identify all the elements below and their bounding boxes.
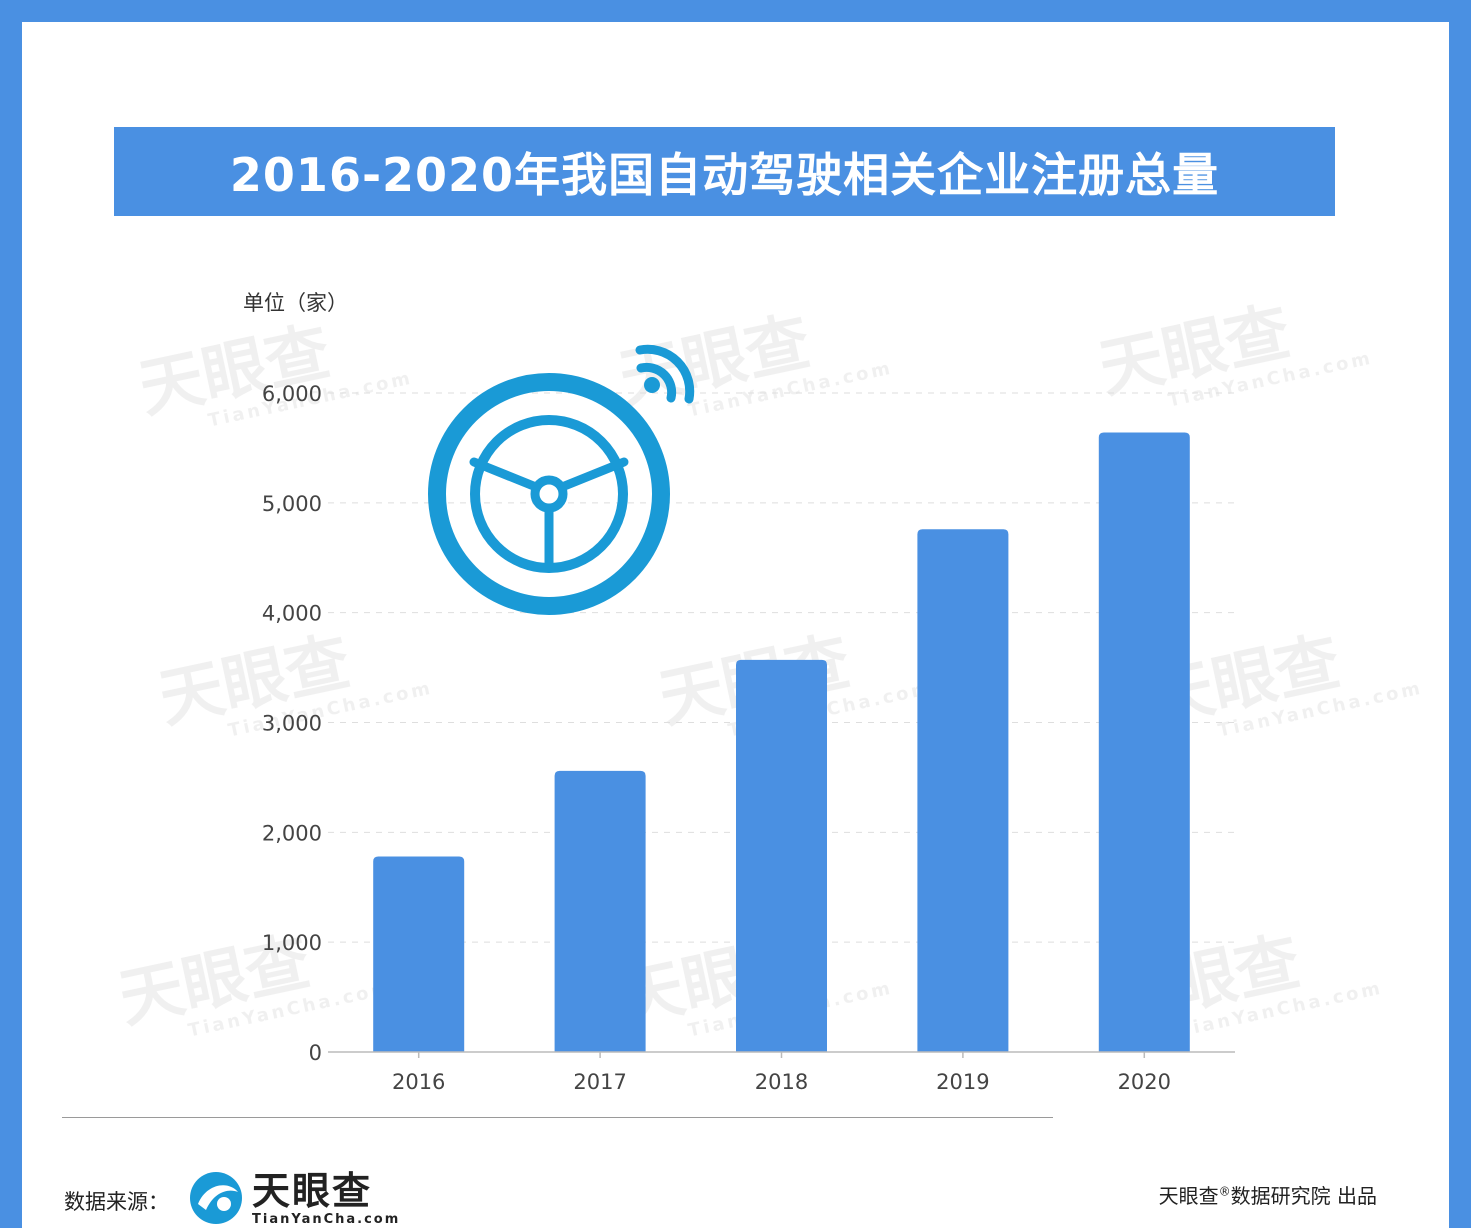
y-tick-label: 1,000 — [262, 931, 322, 955]
tianyancha-logo-icon — [190, 1172, 242, 1224]
axes: 0 1,000 2,000 3,000 4,000 5,000 6,000 2016 2017 2… — [262, 382, 1235, 1094]
y-unit-label: 单位（家） — [243, 291, 348, 315]
title-bar: 2016-2020年我国自动驾驶相关企业注册总量 — [114, 127, 1335, 216]
x-tick-label: 2018 — [755, 1070, 808, 1094]
y-tick-label: 2,000 — [262, 821, 322, 845]
bar-2018 — [736, 659, 827, 1052]
x-tick-label: 2019 — [936, 1070, 989, 1094]
y-tick-label: 3,000 — [262, 712, 322, 736]
bar-2016 — [373, 856, 465, 1052]
x-tick-label: 2020 — [1118, 1070, 1171, 1094]
bar-2017 — [554, 770, 646, 1052]
y-tick-label: 5,000 — [262, 492, 322, 516]
x-tick-label: 2016 — [392, 1070, 445, 1094]
chart-title: 2016-2020年我国自动驾驶相关企业注册总量 — [229, 147, 1220, 202]
bar-2019 — [917, 529, 1009, 1052]
footer-divider — [62, 1117, 1053, 1118]
source-label: 数据来源： — [64, 1190, 169, 1214]
producer-credit: 天眼查®数据研究院 出品 — [1158, 1184, 1377, 1208]
steering-wheel-with-wifi-icon — [428, 344, 695, 615]
bar-2020 — [1098, 432, 1190, 1052]
logo-text-en: TianYanCha.com — [252, 1212, 401, 1227]
y-tick-label: 0 — [309, 1041, 322, 1065]
y-tick-label: 4,000 — [262, 602, 322, 626]
y-tick-label: 6,000 — [262, 382, 322, 406]
bars — [373, 432, 1190, 1052]
tianyancha-logo: 天眼查 TianYanCha.com — [188, 1170, 400, 1228]
logo-text-cn: 天眼查 — [252, 1170, 373, 1213]
x-tick-label: 2017 — [573, 1070, 626, 1094]
